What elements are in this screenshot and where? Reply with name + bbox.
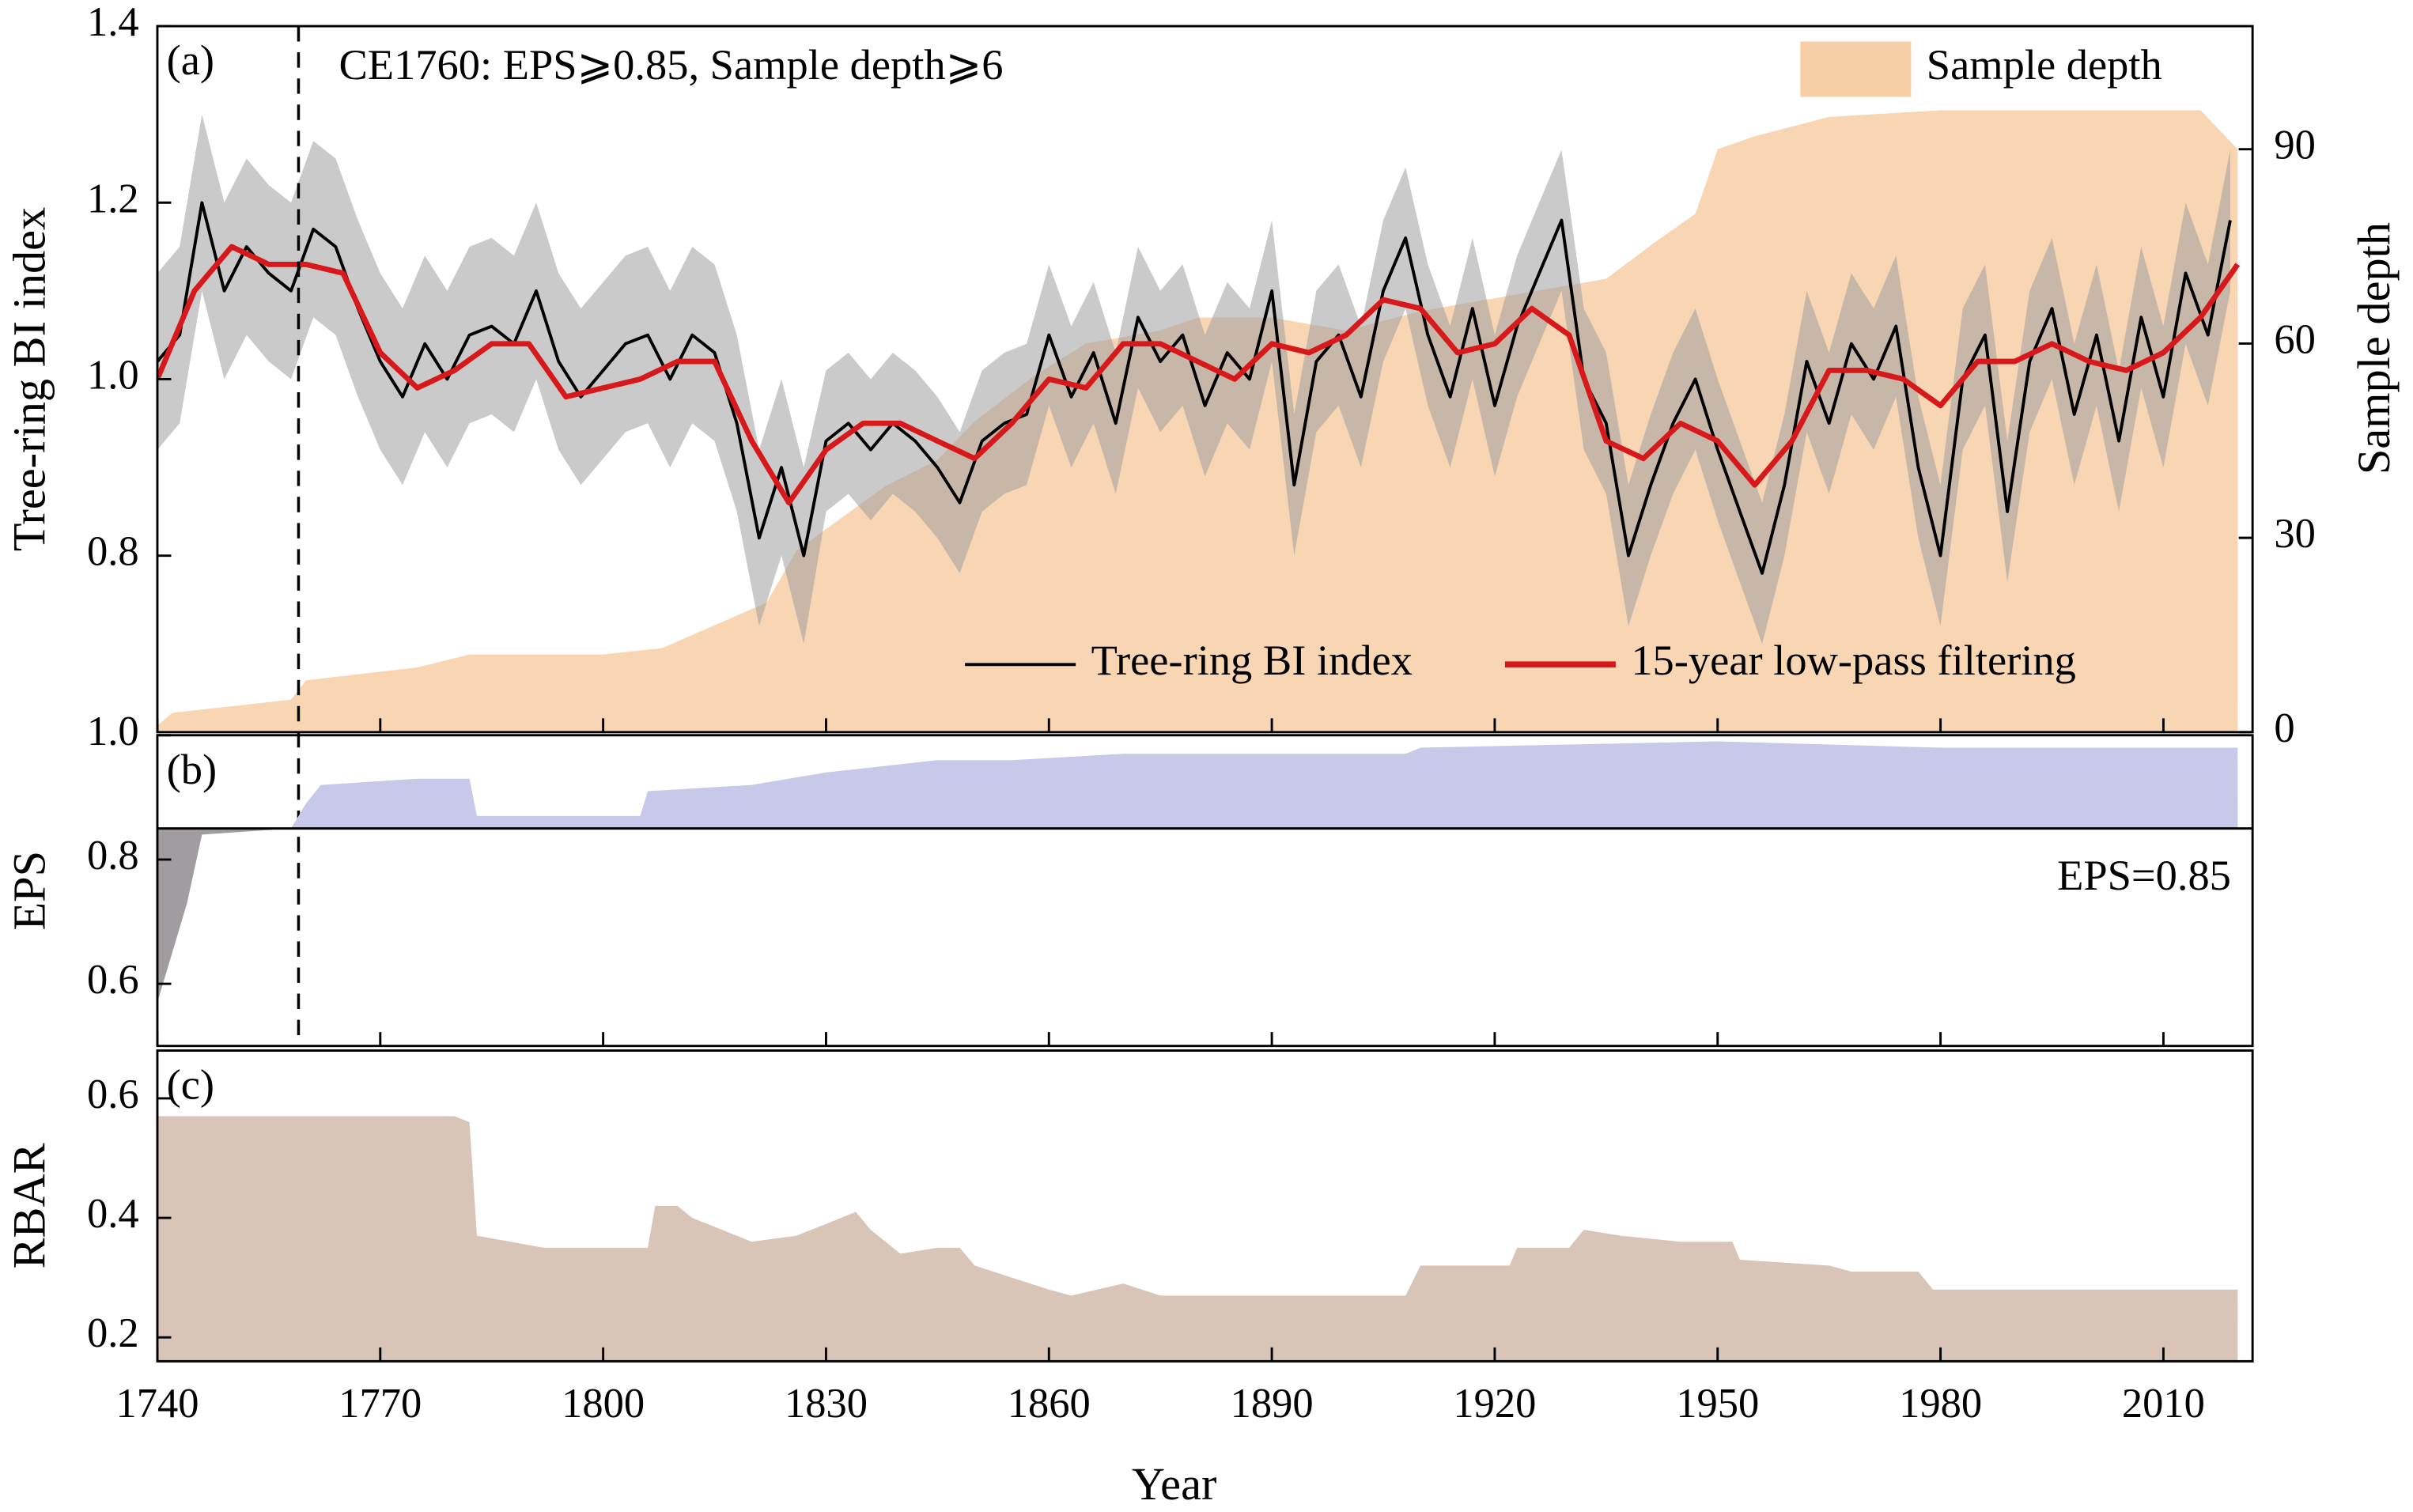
legend-label: Sample depth	[1927, 40, 2162, 89]
plot-area	[157, 741, 2238, 1003]
y-tick-label: 0.6	[87, 957, 139, 1003]
panel-frame	[156, 1049, 2254, 1363]
x-tick-label: 2010	[2122, 1381, 2205, 1427]
y-axis-label: RBAR	[4, 1143, 55, 1268]
confidence-band	[157, 114, 2230, 644]
y-tick-label: 1.0	[87, 709, 139, 754]
legend-swatch	[1800, 41, 1912, 97]
y2-tick-label: 60	[2274, 316, 2315, 362]
x-tick-label: 1980	[1899, 1381, 1982, 1427]
rbar-area	[157, 1116, 2238, 1362]
x-tick-label: 1770	[339, 1381, 422, 1427]
plot-area	[157, 110, 2241, 732]
legend-label: 15-year low-pass filtering	[1631, 636, 2076, 684]
x-tick-label: 1920	[1453, 1381, 1536, 1427]
x-axis-label: Year	[1132, 1458, 1217, 1510]
panel-label: (a)	[167, 36, 214, 84]
panel-label: (b)	[167, 745, 217, 793]
y-axis-label: Tree-ring BI index	[4, 207, 55, 551]
panel-label: (c)	[167, 1060, 214, 1109]
y-tick-label: 0.2	[87, 1310, 139, 1356]
x-tick-label: 1800	[562, 1381, 645, 1427]
y-axis-label: EPS	[4, 851, 55, 931]
panel-frame	[156, 734, 2254, 1048]
y-tick-label: 0.4	[87, 1191, 139, 1237]
plot-area	[157, 1116, 2238, 1362]
x-tick-label: 1890	[1231, 1381, 1314, 1427]
threshold-label: EPS=0.85	[2057, 851, 2231, 899]
y2-axis-label: Sample depth	[2348, 222, 2400, 474]
eps-area	[290, 741, 2238, 829]
x-tick-label: 1860	[1008, 1381, 1091, 1427]
x-tick-label: 1830	[785, 1381, 868, 1427]
annotation: CE1760: EPS⩾0.85, Sample depth⩾6	[339, 40, 1003, 89]
y2-tick-label: 30	[2274, 511, 2315, 557]
y-tick-label: 1.2	[87, 176, 139, 221]
y-tick-label: 1.0	[87, 353, 139, 399]
y-tick-label: 1.4	[87, 0, 139, 45]
data-line	[157, 201, 2232, 575]
legend-label: Tree-ring BI index	[1091, 636, 1413, 684]
y2-tick-label: 0	[2274, 705, 2294, 751]
data-line	[157, 244, 2241, 506]
x-tick-label: 1950	[1676, 1381, 1759, 1427]
y-tick-label: 0.6	[87, 1072, 139, 1117]
y-tick-label: 0.8	[87, 833, 139, 879]
x-tick-label: 1740	[115, 1381, 199, 1427]
y-tick-label: 0.8	[87, 529, 139, 575]
y2-tick-label: 90	[2274, 123, 2315, 168]
